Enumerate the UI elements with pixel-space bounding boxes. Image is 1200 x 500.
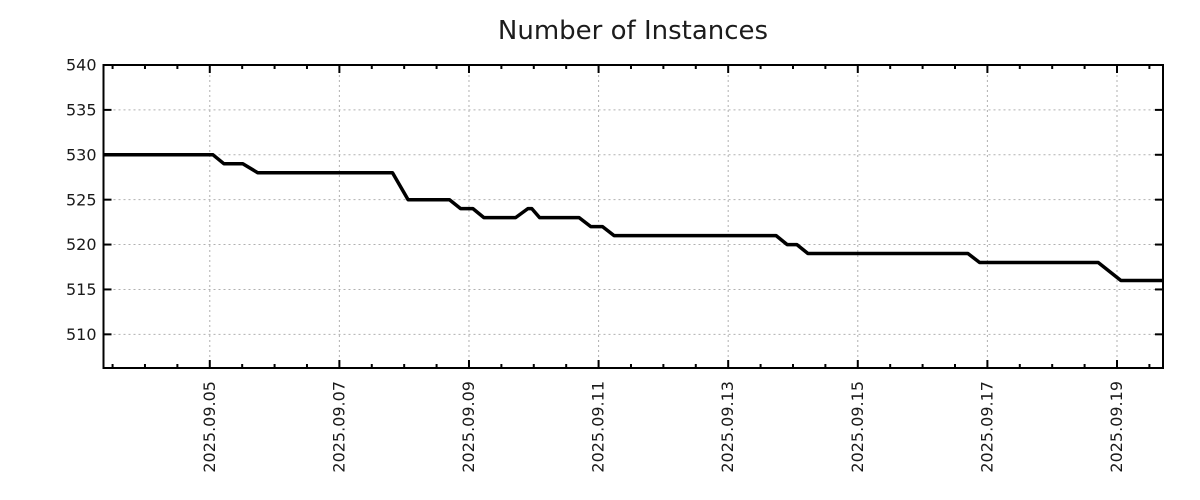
grid-lines [103, 64, 1163, 368]
x-tick-label: 2025.09.11 [589, 381, 608, 473]
x-tick-label: 2025.09.13 [718, 381, 737, 473]
x-tick-label: 2025.09.07 [329, 381, 348, 473]
x-tick-label: 2025.09.05 [200, 381, 219, 473]
chart-title: Number of Instances [498, 16, 768, 46]
y-axis-labels: 510 515 520 525 530 535 540 [66, 56, 97, 344]
y-tick-label: 540 [66, 56, 97, 75]
y-tick-label: 510 [66, 325, 97, 344]
x-tick-label: 2025.09.17 [977, 381, 996, 473]
y-tick-label: 515 [66, 280, 97, 299]
x-axis-labels: 2025.09.05 2025.09.07 2025.09.09 2025.09.11… [200, 381, 1126, 473]
x-tick-label: 2025.09.19 [1107, 381, 1126, 473]
axis-ticks [103, 64, 1163, 368]
data-line [103, 153, 1163, 283]
y-tick-label: 530 [66, 145, 97, 164]
x-tick-label: 2025.09.09 [459, 381, 478, 473]
y-tick-label: 525 [66, 190, 97, 209]
y-tick-label: 535 [66, 100, 97, 119]
x-tick-label: 2025.09.15 [848, 381, 867, 473]
y-tick-label: 520 [66, 235, 97, 254]
plot-frame [102, 64, 1164, 369]
